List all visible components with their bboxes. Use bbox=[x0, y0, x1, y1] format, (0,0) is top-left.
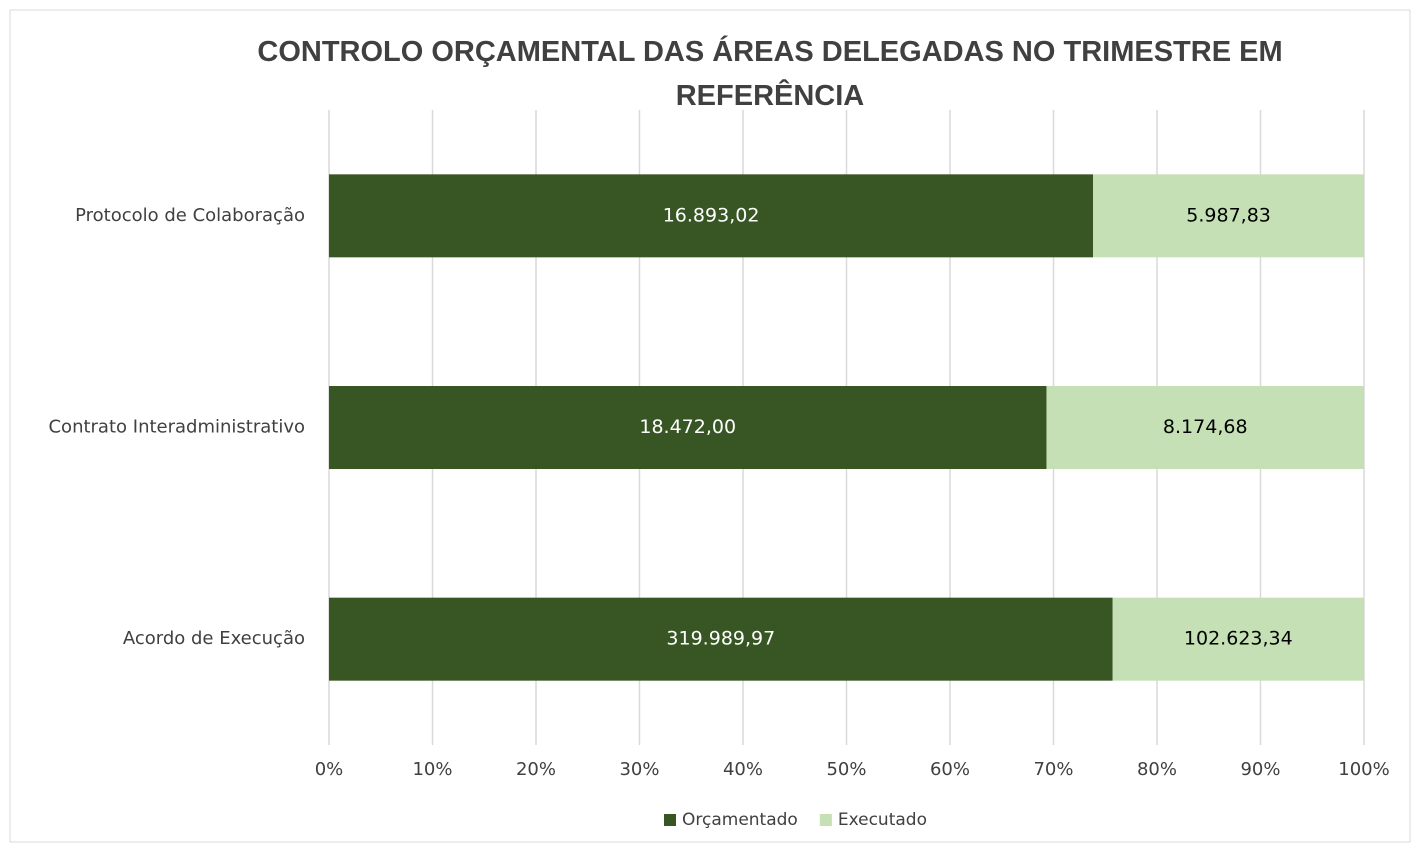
title-line: REFERÊNCIA bbox=[676, 78, 865, 112]
x-tick-label: 0% bbox=[315, 759, 344, 780]
bar bbox=[329, 597, 1113, 681]
y-tick-label: Acordo de Execução bbox=[123, 628, 305, 649]
data-label: 16.893,02 bbox=[663, 204, 760, 226]
data-label: 8.174,68 bbox=[1163, 416, 1248, 438]
x-tick-label: 80% bbox=[1137, 759, 1177, 780]
data-label: 5.987,83 bbox=[1186, 204, 1271, 226]
y-tick-label: Protocolo de Colaboração bbox=[75, 205, 305, 226]
bar bbox=[1046, 386, 1364, 469]
legend-label: Orçamentado bbox=[682, 810, 798, 830]
title-line: CONTROLO ORÇAMENTAL DAS ÁREAS DELEGADAS … bbox=[257, 34, 1282, 68]
x-tick-label: 60% bbox=[930, 759, 970, 780]
bar bbox=[329, 174, 1094, 258]
x-tick-label: 90% bbox=[1240, 759, 1280, 780]
x-tick-label: 30% bbox=[619, 759, 659, 780]
x-tick-label: 50% bbox=[826, 759, 866, 780]
legend-swatch bbox=[819, 814, 832, 826]
legend-label: Executado bbox=[838, 810, 927, 830]
bar bbox=[1093, 174, 1364, 258]
x-tick-label: 10% bbox=[412, 759, 452, 780]
x-tick-label: 70% bbox=[1033, 759, 1073, 780]
y-tick-label: Contrato Interadministrativo bbox=[48, 417, 305, 438]
bar bbox=[329, 386, 1047, 469]
data-label: 319.989,97 bbox=[666, 628, 775, 650]
x-tick-label: 40% bbox=[723, 759, 763, 780]
data-label: 102.623,34 bbox=[1184, 628, 1293, 650]
legend-swatch bbox=[664, 814, 676, 826]
x-tick-label: 100% bbox=[1338, 759, 1389, 780]
chart-title: CONTROLO ORÇAMENTAL DAS ÁREAS DELEGADAS … bbox=[257, 34, 1282, 112]
x-tick-label: 20% bbox=[516, 759, 556, 780]
bar bbox=[1112, 597, 1364, 681]
data-label: 18.472,00 bbox=[639, 416, 736, 438]
